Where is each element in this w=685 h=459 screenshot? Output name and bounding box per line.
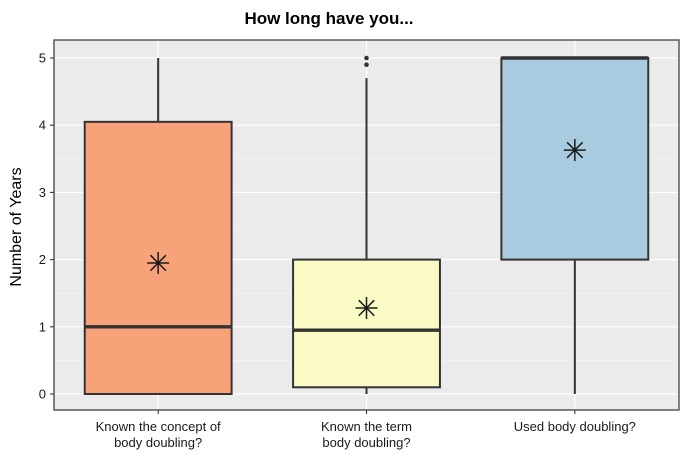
x-tick-label: Known the concept of body doubling? (96, 419, 221, 450)
outlier-point (364, 62, 369, 68)
box (292, 258, 441, 389)
mean-marker (147, 251, 170, 274)
mean-marker (563, 139, 586, 162)
y-tick-label: 4 (39, 118, 46, 133)
chart-title: How long have you... (244, 9, 413, 28)
x-tick-label: Used body doubling? (514, 419, 636, 434)
y-axis-label: Number of Years (8, 167, 25, 286)
y-tick-label: 5 (39, 51, 46, 66)
x-tick-label: Known the term body doubling? (321, 419, 412, 450)
box-group (292, 55, 441, 394)
y-tick-label: 2 (39, 252, 46, 267)
y-tick-label: 0 (39, 387, 46, 402)
outlier-point (364, 55, 369, 61)
mean-marker (355, 296, 378, 319)
y-tick-label: 1 (39, 319, 46, 334)
box-group (83, 58, 233, 395)
box-group (500, 56, 650, 394)
y-tick-label: 3 (39, 185, 46, 200)
